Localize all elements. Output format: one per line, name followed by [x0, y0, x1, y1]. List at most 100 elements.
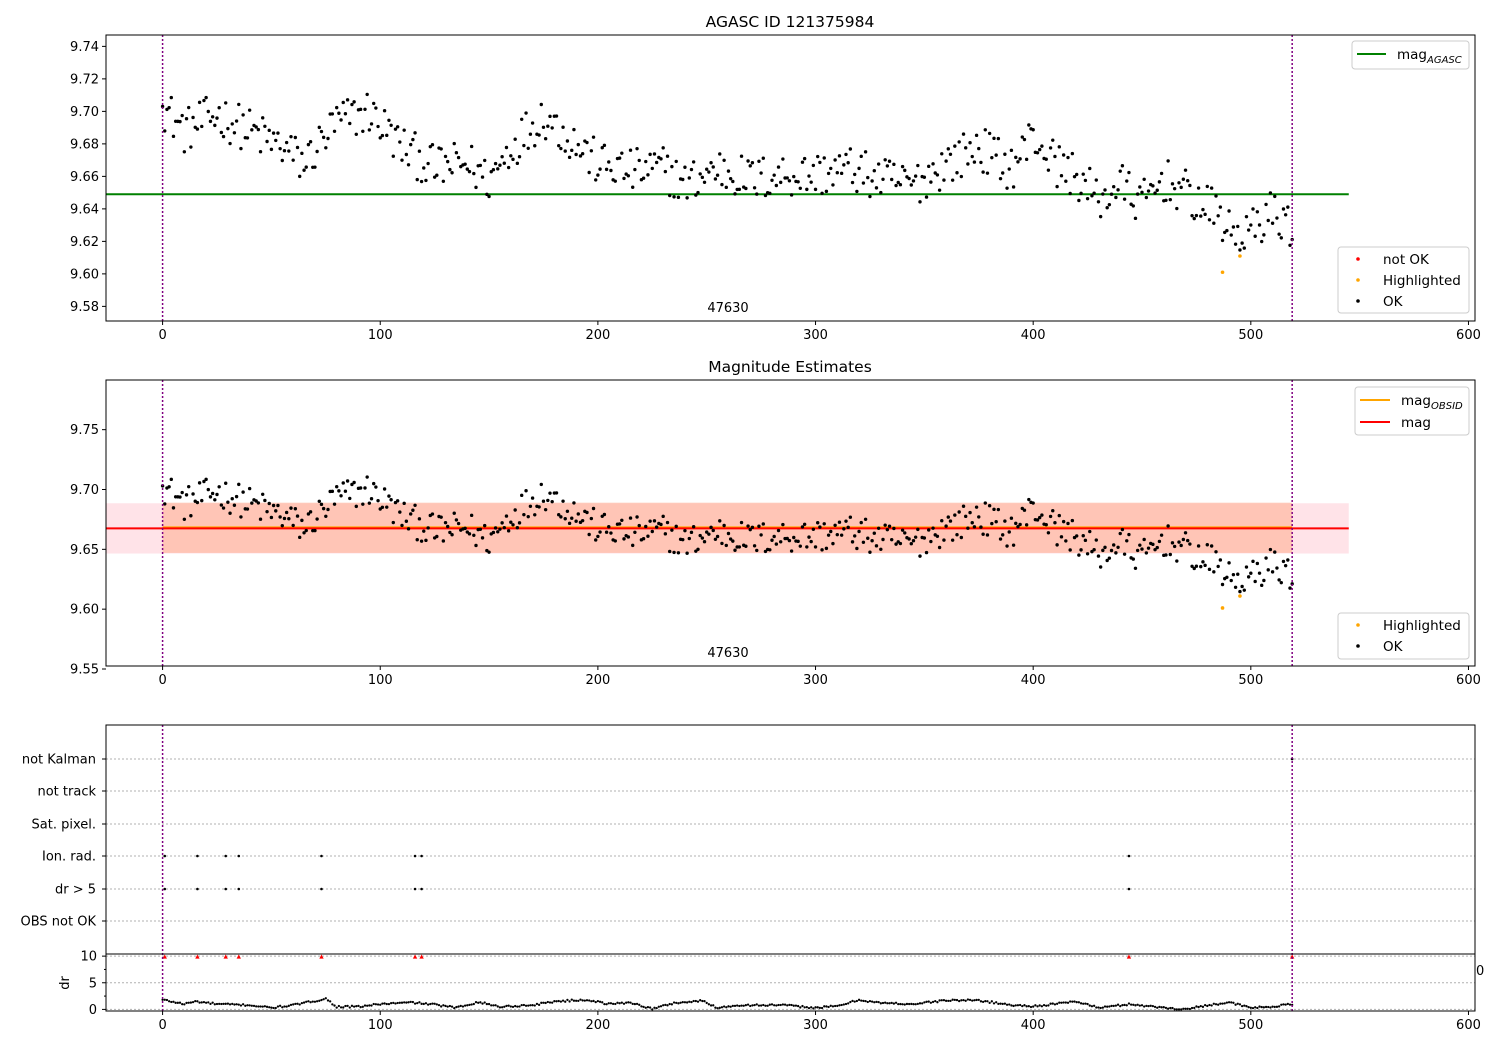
ok-point	[1083, 538, 1088, 543]
dr-point	[1288, 1003, 1292, 1006]
dr-point	[1042, 1004, 1046, 1007]
ok-point	[250, 501, 254, 505]
ok-point	[1098, 565, 1103, 569]
ok-point	[391, 520, 395, 525]
ok-point	[335, 105, 339, 110]
dr-point	[1160, 1006, 1163, 1009]
ok-point	[857, 166, 861, 171]
ok-point	[496, 167, 500, 171]
ok-point	[1244, 565, 1249, 569]
ok-point	[1153, 191, 1157, 195]
dr-point	[1140, 1004, 1144, 1007]
ok-point	[972, 160, 977, 164]
ok-point	[698, 533, 702, 538]
ok-point	[1203, 212, 1207, 217]
ok-point	[539, 102, 543, 107]
ok-point	[1103, 545, 1107, 550]
ok-point	[469, 513, 474, 518]
ok-point	[1192, 216, 1196, 221]
ok-point	[890, 537, 894, 542]
panel3-xtick-label: 0	[158, 1018, 166, 1033]
ok-point	[881, 537, 885, 542]
dr-point	[1101, 1006, 1104, 1009]
dr-point	[1240, 1004, 1244, 1008]
dr-point	[768, 1003, 771, 1006]
ok-point	[1166, 159, 1170, 163]
ok-point	[835, 532, 839, 537]
dr-point	[215, 1002, 219, 1006]
ok-point	[402, 128, 406, 132]
ok-point	[1279, 580, 1283, 585]
flag-point	[413, 854, 417, 858]
ok-point	[1277, 232, 1281, 236]
dr-point	[411, 1000, 415, 1004]
ok-point	[1205, 543, 1209, 547]
ok-point	[822, 156, 826, 160]
ok-point	[942, 538, 946, 542]
ok-point	[935, 534, 940, 539]
ok-point	[591, 135, 596, 139]
dr-point	[707, 1003, 711, 1006]
ok-point	[187, 105, 191, 110]
ok-point	[1290, 582, 1294, 586]
dr-point	[762, 1003, 765, 1007]
ok-point	[792, 535, 796, 540]
ok-point	[1116, 545, 1120, 549]
dr-point	[688, 1000, 691, 1003]
ok-point	[298, 535, 302, 540]
ok-point	[483, 523, 487, 528]
ok-point	[620, 518, 624, 522]
ok-point	[274, 138, 278, 143]
dr-point	[897, 1002, 900, 1006]
dr-point	[592, 999, 595, 1003]
dr-point	[557, 999, 560, 1003]
ok-point	[422, 166, 426, 170]
ok-point	[559, 146, 563, 151]
dr-point	[194, 999, 197, 1003]
dr-point	[790, 1003, 793, 1007]
dr-point	[511, 1005, 515, 1009]
ok-point	[358, 107, 363, 112]
ok-point	[724, 185, 728, 190]
ok-point	[896, 180, 900, 185]
dr-point	[1034, 1004, 1037, 1007]
ok-point	[576, 142, 580, 147]
ok-point	[330, 112, 335, 116]
ok-point	[809, 180, 813, 184]
dr-point	[990, 1000, 993, 1003]
ok-point	[970, 154, 974, 159]
ok-point	[707, 532, 711, 536]
dr-point	[929, 1001, 933, 1004]
ok-point	[687, 536, 691, 541]
flag-point	[413, 887, 417, 891]
ok-point	[1177, 181, 1181, 185]
ok-point	[559, 515, 563, 519]
ok-point	[169, 477, 173, 482]
dr-point	[934, 999, 937, 1003]
dr-point	[1119, 1005, 1122, 1008]
dr-point	[387, 1002, 391, 1006]
ok-point	[546, 124, 550, 128]
ok-point	[1273, 194, 1277, 199]
dr-point	[807, 1007, 811, 1010]
ok-point	[787, 179, 792, 183]
dr-point	[1193, 1006, 1196, 1010]
ok-point	[208, 495, 213, 499]
dr-point	[916, 1002, 919, 1006]
dr-point	[202, 1001, 206, 1004]
dr-point	[553, 1000, 556, 1003]
dr-point	[740, 1004, 743, 1007]
ok-point	[654, 160, 659, 165]
ok-point	[957, 140, 961, 144]
ok-point	[1270, 570, 1275, 574]
ok-point	[1264, 556, 1268, 560]
ok-point	[1038, 515, 1042, 520]
ok-point	[352, 100, 356, 104]
dr-point	[292, 1003, 295, 1006]
dr-point	[1264, 1005, 1268, 1009]
ok-point	[250, 128, 254, 132]
ok-point	[681, 537, 685, 542]
dr-point	[1053, 1003, 1057, 1006]
dr-point	[796, 1004, 800, 1008]
dr-point	[178, 1001, 182, 1004]
